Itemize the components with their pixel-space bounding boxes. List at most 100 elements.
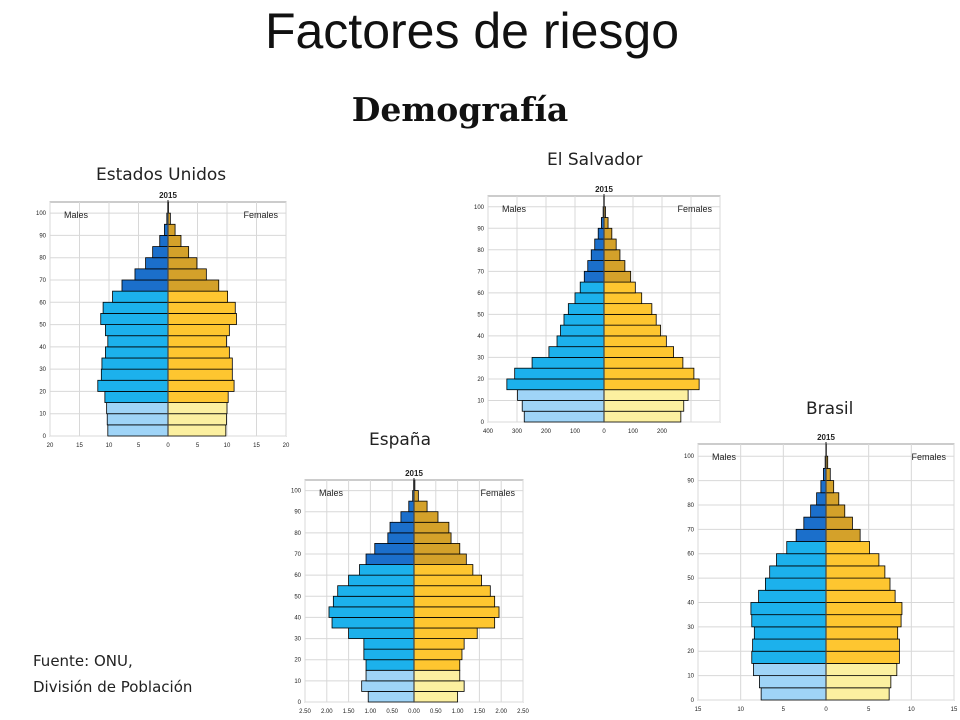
age-tick-label: 40 <box>39 345 46 351</box>
age-tick-label: 70 <box>294 552 301 558</box>
bar-male-60-64 <box>579 281 605 294</box>
x-tick-label: 10 <box>106 443 113 449</box>
bar-male-50-54 <box>337 585 415 597</box>
bar-female-30-34 <box>413 627 478 639</box>
bar-male-30-34 <box>101 357 169 370</box>
bar-female-20-24 <box>413 648 463 661</box>
bar-female-30-34 <box>603 346 674 358</box>
bar-male-80-84 <box>816 492 827 506</box>
age-tick-label: 90 <box>39 233 46 239</box>
bar-female-5-9 <box>825 675 892 689</box>
x-tick-label: 300 <box>512 429 523 435</box>
bar-female-80-84 <box>603 238 617 251</box>
x-tick-label: 200 <box>657 429 668 435</box>
country-label-brasil: Brasil <box>806 399 854 419</box>
bar-male-0-4 <box>523 410 605 423</box>
bar-female-5-9 <box>603 400 685 412</box>
age-tick-label: 0 <box>691 698 695 704</box>
age-tick-label: 30 <box>477 355 484 361</box>
age-tick-label: 40 <box>477 334 484 340</box>
bar-male-90-94 <box>408 500 415 513</box>
bar-female-65-69 <box>825 528 861 542</box>
bar-male-60-64 <box>359 564 415 576</box>
bar-female-50-54 <box>167 313 237 325</box>
bar-female-70-74 <box>413 543 461 555</box>
bar-male-0-4 <box>760 687 827 701</box>
pyramid-chart-el-salvador: 4003002001000100200300400010203040506070… <box>474 185 726 435</box>
bar-male-80-84 <box>389 521 415 534</box>
bar-female-30-34 <box>167 357 233 370</box>
bar-male-65-69 <box>583 270 605 283</box>
x-tick-label: 0.50 <box>430 709 442 715</box>
bar-male-5-9 <box>521 400 605 412</box>
bar-male-10-14 <box>106 402 169 415</box>
bar-female-40-44 <box>167 335 227 348</box>
bar-female-60-64 <box>603 281 636 294</box>
x-tick-label: 15 <box>253 443 260 449</box>
age-tick-label: 80 <box>294 531 301 537</box>
bar-male-30-34 <box>548 346 605 358</box>
bar-female-45-49 <box>413 595 496 608</box>
x-tick-label: 15 <box>76 443 83 449</box>
bar-male-15-19 <box>506 378 605 391</box>
pyramid-brasil: 15 10 5 0 5 10 15 0 10 20 30 40 50 60 70 80 90 100 2015 Mal… <box>678 426 960 716</box>
x-tick-label: 10 <box>224 443 231 449</box>
bar-male-85-89 <box>400 511 415 523</box>
bar-male-45-49 <box>563 313 605 326</box>
bar-female-30-34 <box>825 614 902 628</box>
bar-female-10-14 <box>603 389 689 401</box>
bar-female-40-44 <box>413 606 500 618</box>
males-label: Males <box>319 488 344 498</box>
females-label: Females <box>243 210 278 220</box>
bar-male-5-9 <box>361 680 415 692</box>
age-tick-label: 80 <box>477 248 484 254</box>
bar-female-40-44 <box>825 589 896 603</box>
age-tick-label: 100 <box>474 205 485 211</box>
bar-male-10-14 <box>753 663 827 677</box>
bar-male-80-84 <box>152 246 169 259</box>
bar-female-20-24 <box>167 379 235 392</box>
pyramid-chart-usa: 20 15 10 5 0 5 10 15 200102030405060708090100201… <box>36 191 290 449</box>
age-tick-label: 60 <box>39 300 46 306</box>
age-tick-label: 50 <box>687 576 694 582</box>
age-tick-label: 10 <box>477 398 484 404</box>
bar-male-40-44 <box>758 589 827 603</box>
country-label-usa: Estados Unidos <box>96 165 227 185</box>
bar-female-25-29 <box>603 357 684 369</box>
bar-male-75-79 <box>387 532 415 544</box>
age-tick-label: 90 <box>687 479 694 485</box>
bar-male-55-59 <box>348 574 415 587</box>
x-tick-label: 0 <box>166 443 170 449</box>
x-tick-label: 2.00 <box>495 709 507 715</box>
bar-male-60-64 <box>786 541 827 555</box>
age-tick-label: 40 <box>687 600 694 606</box>
bar-male-85-89 <box>597 227 605 240</box>
bar-male-15-19 <box>104 391 169 403</box>
bar-male-80-84 <box>594 238 605 251</box>
females-label: Females <box>911 452 946 462</box>
bar-male-15-19 <box>751 650 827 664</box>
bar-female-15-19 <box>603 378 700 391</box>
bar-male-60-64 <box>112 290 169 303</box>
x-tick-label: 100 <box>628 429 639 435</box>
bar-female-90-94 <box>825 467 831 481</box>
age-tick-label: 100 <box>291 489 302 495</box>
bar-female-60-64 <box>413 564 474 576</box>
bar-female-90-94 <box>167 223 176 236</box>
age-tick-label: 70 <box>477 269 484 275</box>
age-tick-label: 20 <box>294 658 301 664</box>
x-tick-label: 0 <box>602 429 606 435</box>
age-tick-label: 70 <box>687 527 694 533</box>
bar-female-0-4 <box>413 691 458 703</box>
bar-female-40-44 <box>603 324 661 337</box>
x-tick-label: 0.00 <box>408 709 420 715</box>
bar-female-55-59 <box>167 301 236 314</box>
bar-female-80-84 <box>413 521 450 534</box>
bar-male-85-89 <box>159 235 169 247</box>
x-tick-label: 1.00 <box>452 709 464 715</box>
age-tick-label: 0 <box>43 434 47 440</box>
age-tick-label: 70 <box>39 278 46 284</box>
bar-male-15-19 <box>365 659 415 671</box>
bar-female-10-14 <box>413 669 461 682</box>
chart-year: 2015 <box>159 191 177 200</box>
